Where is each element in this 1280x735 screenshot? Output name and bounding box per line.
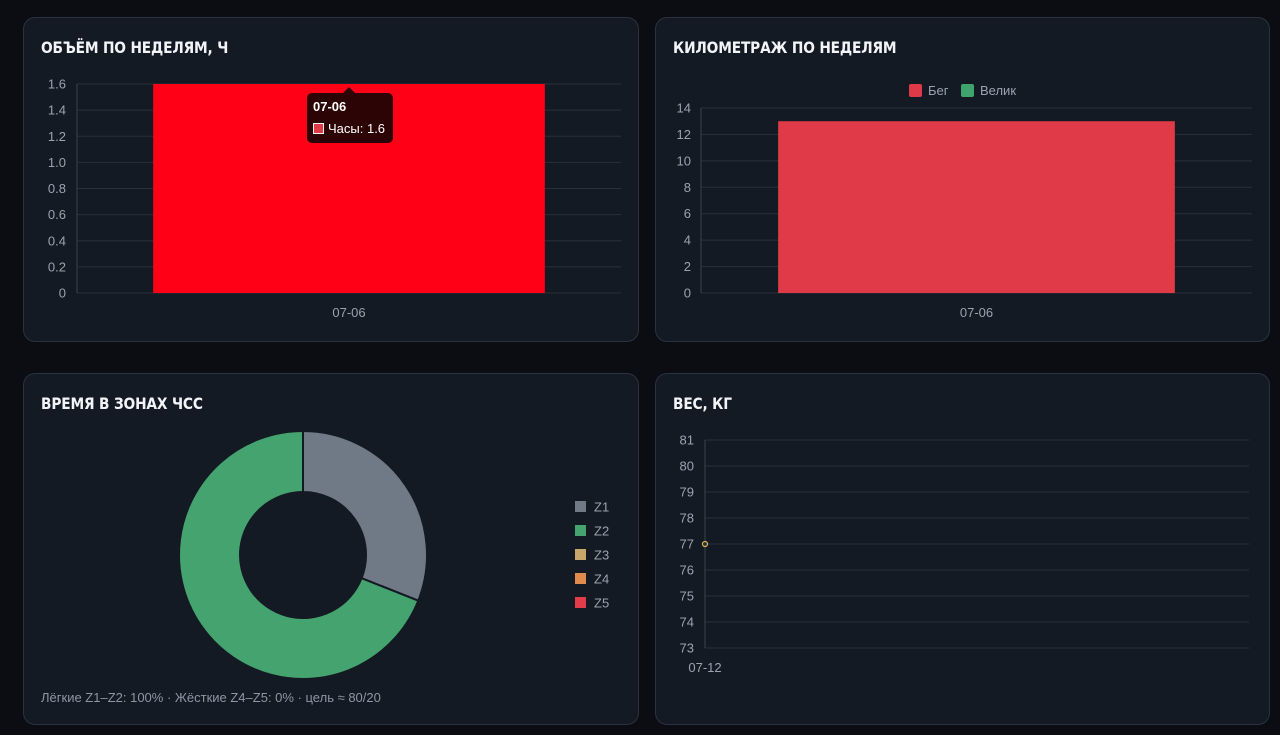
volume-tooltip: 07-06 Часы: 1.6 <box>307 93 393 143</box>
weight-y-tick-label: 74 <box>680 615 694 630</box>
mileage-y-tick-label: 2 <box>684 259 691 274</box>
mileage-chart: 0 2 4 6 8 10 12 14 07-06 Бег Велик <box>677 83 1252 320</box>
mileage-y-tick-label: 4 <box>684 233 691 248</box>
mileage-y-tick-label: 6 <box>684 206 691 221</box>
mileage-y-tick-label: 10 <box>677 153 691 168</box>
weight-y-tick-label: 81 <box>680 433 694 448</box>
zones-slice-z1 <box>302 429 428 602</box>
volume-y-tick-label: 1.6 <box>48 77 66 92</box>
zones-note: Лёгкие Z1–Z2: 100% · Жёсткие Z4–Z5: 0% ·… <box>41 690 381 705</box>
tooltip-title: 07-06 <box>313 99 347 114</box>
mileage-legend-label: Велик <box>980 83 1016 98</box>
volume-y-tick-label: 1.2 <box>48 129 66 144</box>
weight-y-tick-label: 75 <box>680 589 694 604</box>
mileage-legend-label: Бег <box>928 83 949 98</box>
mileage-y-tick-label: 14 <box>677 101 691 116</box>
zones-legend-label: Z2 <box>594 524 609 539</box>
mileage-card: КИЛОМЕТРАЖ ПО НЕДЕЛЯМ 0 2 4 6 8 10 12 14 07-06 Бе… <box>655 17 1270 342</box>
weight-card-title: ВЕС, КГ <box>673 394 732 413</box>
volume-y-tick-label: 0.4 <box>48 233 66 248</box>
weight-card: ВЕС, КГ 73 74 75 76 77 78 79 80 81 07-12 <box>655 373 1270 725</box>
mileage-y-tick-label: 12 <box>677 127 691 142</box>
zones-legend-swatch <box>575 501 586 512</box>
volume-y-tick-label: 0.2 <box>48 259 66 274</box>
tooltip-label: Часы: 1.6 <box>328 121 386 136</box>
volume-card: ОБЪЁМ ПО НЕДЕЛЯМ, Ч 0 0.2 0.4 0.6 0.8 1.0 1.2 1… <box>23 17 639 342</box>
tooltip-swatch <box>313 123 324 134</box>
volume-y-tick-label: 1.4 <box>48 103 66 118</box>
volume-card-title: ОБЪЁМ ПО НЕДЕЛЯМ, Ч <box>41 38 229 57</box>
zones-chart: Z1 Z2 Z3 Z4 Z5 <box>178 429 609 680</box>
zones-legend-label: Z1 <box>594 500 609 515</box>
zones-legend-swatch <box>575 549 586 560</box>
mileage-legend-swatch <box>909 84 922 97</box>
zones-legend-label: Z4 <box>594 572 609 587</box>
volume-chart: 0 0.2 0.4 0.6 0.8 1.0 1.2 1.4 1.6 07-06 <box>48 77 621 320</box>
mileage-card-title: КИЛОМЕТРАЖ ПО НЕДЕЛЯМ <box>673 38 897 57</box>
zones-legend-swatch <box>575 597 586 608</box>
volume-y-tick-label: 0 <box>59 286 66 301</box>
weight-y-tick-label: 73 <box>680 641 694 656</box>
zones-slice-z2 <box>178 429 420 680</box>
zones-card: ВРЕМЯ В ЗОНАХ ЧСС Z1 Z2 Z3 Z4 Z5 Лёгкие Z1–Z… <box>23 373 639 725</box>
weight-point <box>701 540 709 548</box>
weight-y-tick-label: 79 <box>680 485 694 500</box>
weight-chart: 73 74 75 76 77 78 79 80 81 07-12 <box>680 433 1249 675</box>
weight-y-tick-label: 76 <box>680 563 694 578</box>
mileage-x-tick-label: 07-06 <box>960 305 993 320</box>
mileage-bar <box>778 121 1175 293</box>
weight-y-tick-label: 80 <box>680 459 694 474</box>
zones-card-title: ВРЕМЯ В ЗОНАХ ЧСС <box>41 394 203 413</box>
volume-y-tick-label: 0.6 <box>48 207 66 222</box>
volume-tooltip-caret <box>343 87 355 93</box>
mileage-y-tick-label: 8 <box>684 180 691 195</box>
volume-x-tick-label: 07-06 <box>332 305 365 320</box>
mileage-legend-swatch <box>961 84 974 97</box>
zones-legend-swatch <box>575 573 586 584</box>
mileage-y-tick-label: 0 <box>684 286 691 301</box>
zones-legend-swatch <box>575 525 586 536</box>
weight-y-tick-label: 78 <box>680 511 694 526</box>
weight-x-tick-label: 07-12 <box>688 660 721 675</box>
volume-y-tick-label: 1.0 <box>48 155 66 170</box>
weight-y-tick-label: 77 <box>680 537 694 552</box>
zones-legend-label: Z3 <box>594 548 609 563</box>
zones-legend-label: Z5 <box>594 596 609 611</box>
volume-y-tick-label: 0.8 <box>48 181 66 196</box>
